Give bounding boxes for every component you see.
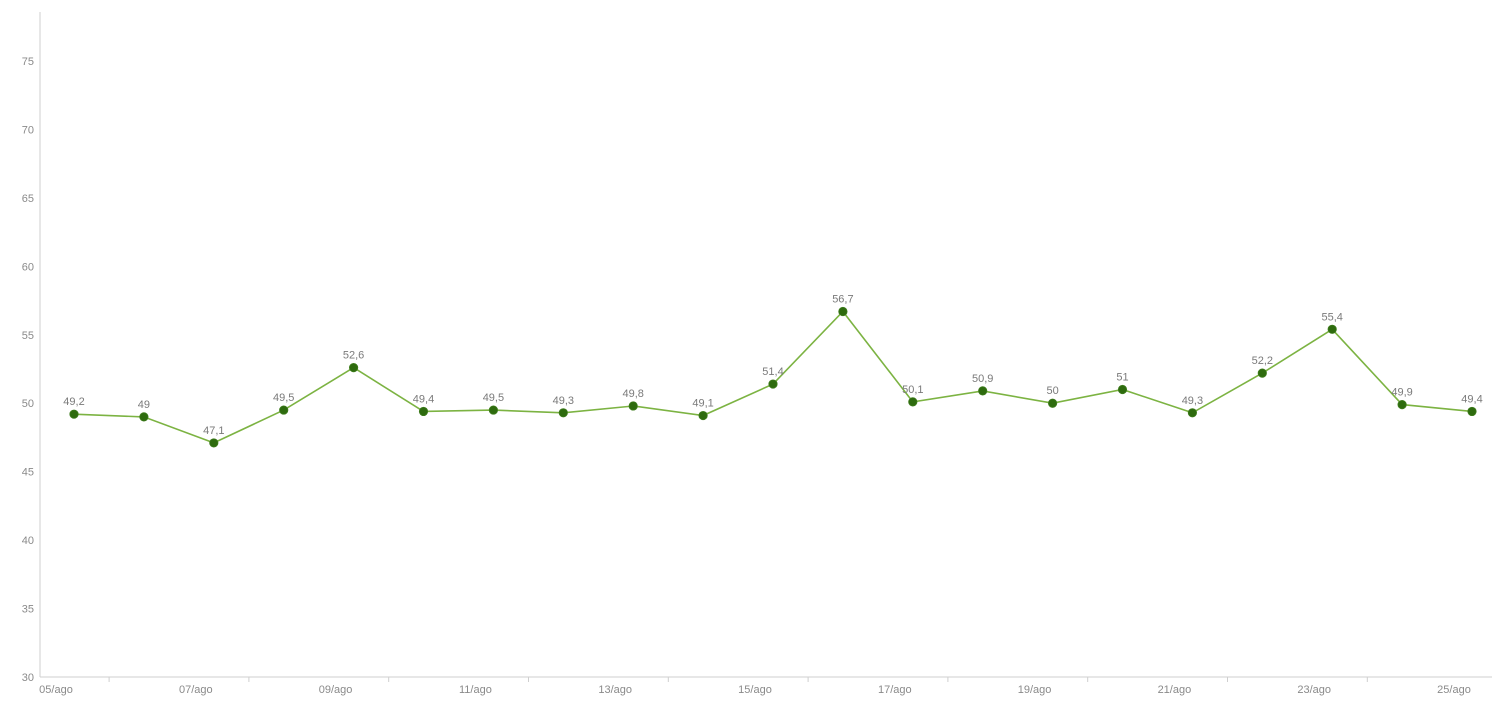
data-point [1257,368,1267,378]
data-labels: 49,2 49 47,1 49,5 52,6 49,4 49,5 49,3 49,8 49,1 51… [63,294,1482,437]
data-point [1397,399,1407,410]
data-label: 49 [138,399,150,411]
data-label: 49,4 [1461,393,1482,405]
x-axis-ticks: 05/ago 07/ago 09/ago 11/ago 13/ago 15/ago 17/a… [39,677,1471,696]
x-tick-label: 21/ago [1158,684,1192,696]
data-point [1048,398,1058,408]
data-label: 52,2 [1252,355,1273,367]
x-tick-label: 25/ago [1437,684,1471,696]
y-tick-label: 40 [22,535,34,547]
x-tick-label: 23/ago [1297,684,1331,696]
data-point [348,363,359,373]
y-tick-label: 65 [22,193,34,205]
x-tick-label: 07/ago [179,684,213,696]
data-point [768,379,778,389]
data-point [1187,408,1198,418]
data-label: 47,1 [203,425,224,437]
axes [39,12,1492,678]
data-point [1327,324,1337,334]
data-label: 50,1 [902,384,923,396]
data-point [209,438,219,448]
x-tick-label: 19/ago [1018,684,1052,696]
data-label: 52,6 [343,350,364,362]
data-point [418,406,429,417]
x-tick-label: 05/ago [39,684,73,696]
data-point [698,410,708,421]
data-label: 50,9 [972,373,993,385]
data-label: 49,3 [553,395,574,407]
data-label: 50 [1046,385,1058,397]
x-tick-label: 13/ago [598,684,632,696]
data-label: 49,2 [63,396,84,408]
y-tick-label: 50 [22,398,34,410]
data-point [488,405,498,415]
data-label: 49,5 [273,392,294,404]
data-label: 49,1 [692,398,713,410]
x-tick-label: 11/ago [459,684,492,696]
y-tick-label: 70 [22,124,34,136]
y-tick-label: 75 [22,56,34,68]
data-point [908,397,918,407]
y-tick-label: 45 [22,467,34,479]
data-point [628,401,638,411]
data-label: 49,5 [483,392,504,404]
x-tick-label: 17/ago [878,684,912,696]
data-label: 49,9 [1391,387,1412,399]
y-axis-ticks: 30 35 40 45 50 55 60 65 70 75 [22,56,34,684]
data-label: 55,4 [1321,311,1342,323]
data-point [1467,406,1477,417]
x-tick-label: 09/ago [319,684,353,696]
data-point [139,412,149,422]
y-tick-label: 55 [22,330,34,342]
data-label: 49,8 [622,388,643,400]
data-point [1117,384,1128,395]
series [69,306,1477,448]
data-point [978,386,988,396]
data-point [558,408,568,418]
data-label: 51 [1116,372,1128,384]
data-label: 49,3 [1182,395,1203,407]
data-label: 51,4 [762,366,783,378]
data-label: 56,7 [832,294,853,306]
y-tick-label: 60 [22,261,34,273]
data-point [279,405,289,415]
y-tick-label: 30 [22,672,34,684]
y-tick-label: 35 [22,604,34,616]
data-point [69,409,79,419]
x-tick-label: 15/ago [738,684,772,696]
data-point [838,306,848,317]
data-label: 49,4 [413,393,434,405]
